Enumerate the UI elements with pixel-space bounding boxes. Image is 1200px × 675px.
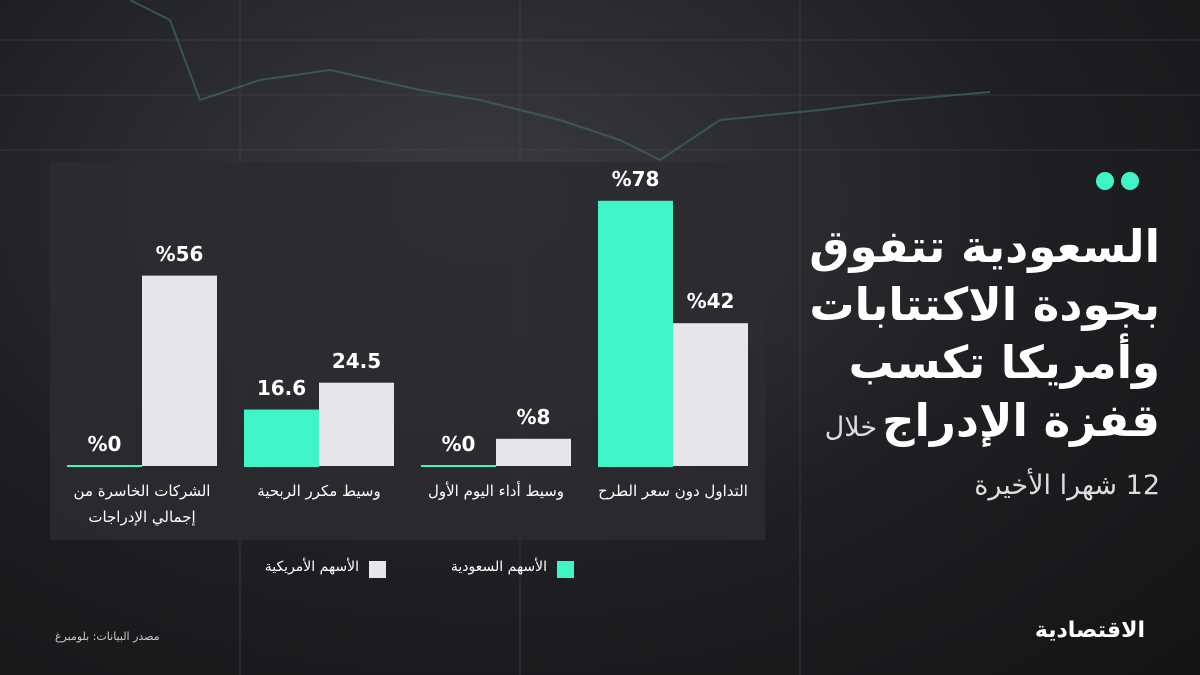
background-line	[129, 0, 991, 162]
bar	[673, 323, 748, 466]
x-tick-label: الشركات الخاسرة من إجمالي الإدراجات	[73, 482, 211, 526]
bar	[244, 409, 319, 466]
value-label: 24.5	[331, 348, 382, 373]
title-line: السعودية تتفوق	[809, 220, 1160, 273]
bar	[142, 275, 217, 466]
accent-dot	[1096, 172, 1114, 190]
bar	[319, 382, 394, 466]
value-label: %78	[611, 166, 660, 191]
bar	[496, 438, 571, 466]
value-label: %0	[87, 432, 122, 456]
title-line: بجودة الاكتتابات	[809, 278, 1160, 331]
subtitle: خلال 12 شهرا الأخيرة	[824, 412, 1160, 501]
source: مصدر البيانات: بلومبرغ	[55, 630, 160, 643]
title-block: السعودية تتفوق بجودة الاكتتابات وأمريكا تك…	[785, 218, 1160, 515]
legend-swatch	[369, 561, 386, 578]
x-tick-label: وسيط مكرر الربحية	[257, 482, 381, 500]
legend-label: الأسهم الأمريكية	[264, 559, 359, 575]
value-label: 16.6	[256, 375, 307, 400]
logo: الاقتصادية	[1034, 618, 1145, 643]
legend-label: الأسهم السعودية	[450, 559, 547, 575]
title-line: وأمريكا تكسب	[848, 336, 1160, 389]
x-tick-label: وسيط أداء اليوم الأول	[427, 482, 565, 500]
accent-dot	[1121, 172, 1139, 190]
value-label: %56	[155, 241, 204, 266]
value-label: %8	[516, 404, 551, 429]
title-line: قفزة الإدراج	[882, 394, 1160, 447]
legend-swatch	[557, 561, 574, 578]
bar	[598, 200, 673, 467]
x-tick-label: التداول دون سعر الطرح	[598, 482, 748, 500]
value-label: %0	[441, 432, 476, 456]
value-label: %42	[686, 289, 735, 314]
